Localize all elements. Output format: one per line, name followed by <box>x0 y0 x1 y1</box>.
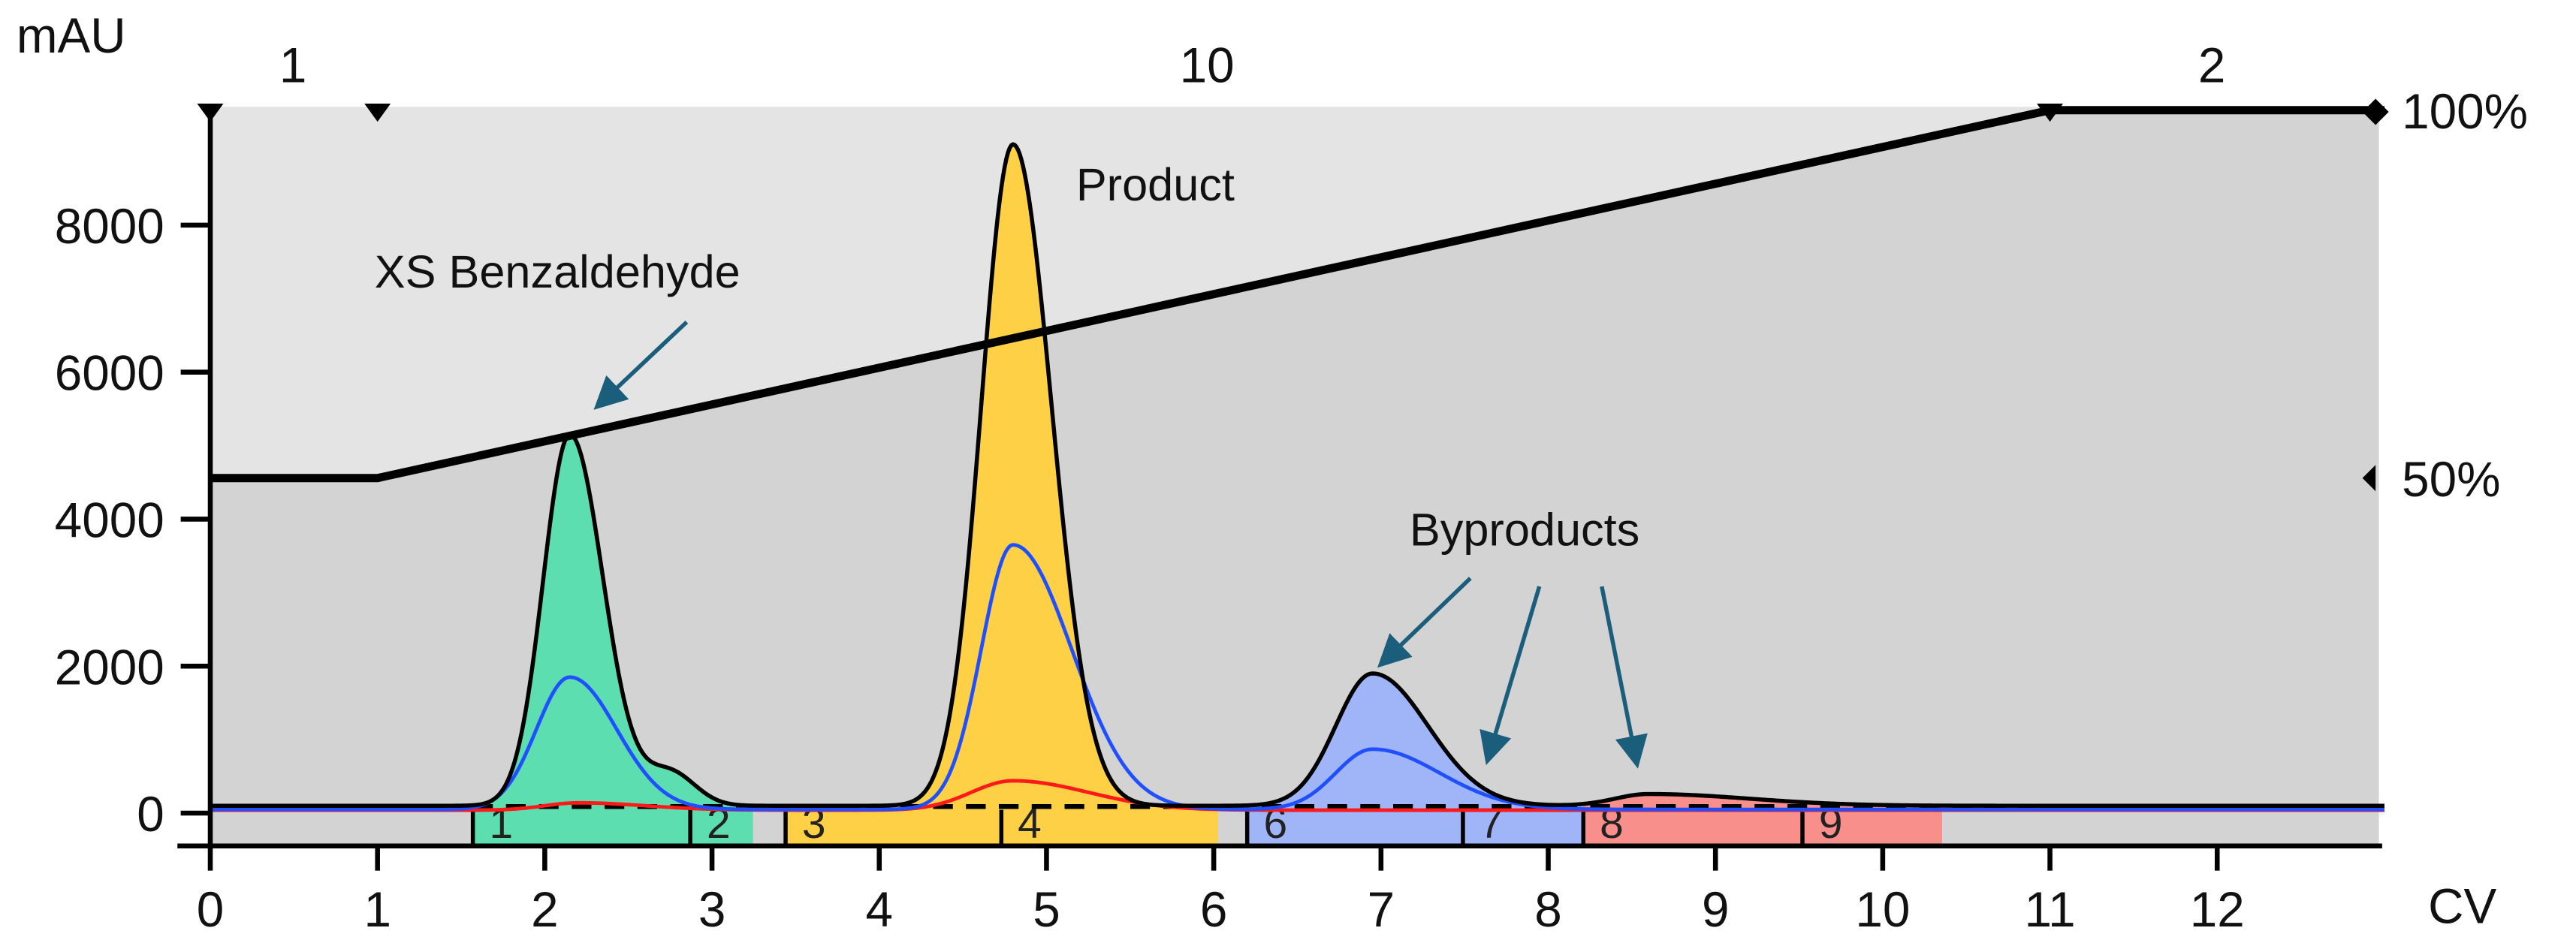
x-tick-label-9: 9 <box>1702 882 1730 937</box>
arrow-byproduct-3 <box>1600 586 1648 769</box>
x-tick-label-5: 5 <box>1033 882 1060 937</box>
top-label-2: 2 <box>2198 38 2226 93</box>
arrow-benzaldehyde <box>593 320 689 410</box>
x-tick-label-0: 0 <box>197 882 225 937</box>
y-tick-label-0: 0 <box>137 787 164 842</box>
top-label-1: 1 <box>279 38 307 93</box>
x-axis-label: CV <box>2428 879 2496 934</box>
x-tick-label-4: 4 <box>866 882 894 937</box>
gradient-upper-region <box>210 107 2384 478</box>
gradient-marker-100 <box>2362 98 2389 125</box>
x-tick-label-1: 1 <box>363 882 391 937</box>
gradient-tick-50: 50% <box>2402 452 2500 507</box>
y-tick-label-4000: 4000 <box>55 493 164 548</box>
annotation-product: Product <box>1076 159 1235 210</box>
peak-fill-1 <box>786 144 1217 843</box>
x-tick-label-2: 2 <box>531 882 559 937</box>
annotation-byproducts: Byproducts <box>1410 504 1639 555</box>
trace-1 <box>210 543 2384 812</box>
peak-fill-0 <box>472 434 753 843</box>
x-tick-label-3: 3 <box>698 882 725 937</box>
y-tick-label-2000: 2000 <box>55 640 164 694</box>
annotation-benzaldehyde: XS Benzaldehyde <box>375 246 741 297</box>
x-tick-label-11: 11 <box>2025 882 2076 937</box>
fraction-bar-3 <box>1582 806 1942 844</box>
arrow-byproduct-2 <box>1480 586 1542 766</box>
x-tick-label-6: 6 <box>1200 882 1228 937</box>
x-tick-label-7: 7 <box>1368 882 1395 937</box>
y-tick-label-8000: 8000 <box>55 199 164 254</box>
event-marker-icon <box>197 104 224 122</box>
gradient-marker-50 <box>2362 465 2376 492</box>
event-marker-icon <box>2037 104 2064 122</box>
x-tick-label-8: 8 <box>1534 882 1562 937</box>
y-axis-label: mAU <box>17 8 126 63</box>
x-tick-label-12: 12 <box>2190 882 2245 937</box>
y-tick-label-6000: 6000 <box>55 346 164 401</box>
top-label-10: 10 <box>1180 38 1235 93</box>
gradient-tick-100: 100% <box>2402 84 2528 139</box>
event-marker-icon <box>364 104 391 122</box>
arrow-byproduct-1 <box>1377 577 1472 668</box>
gradient-line <box>210 106 2384 483</box>
x-tick-label-10: 10 <box>1855 882 1910 937</box>
